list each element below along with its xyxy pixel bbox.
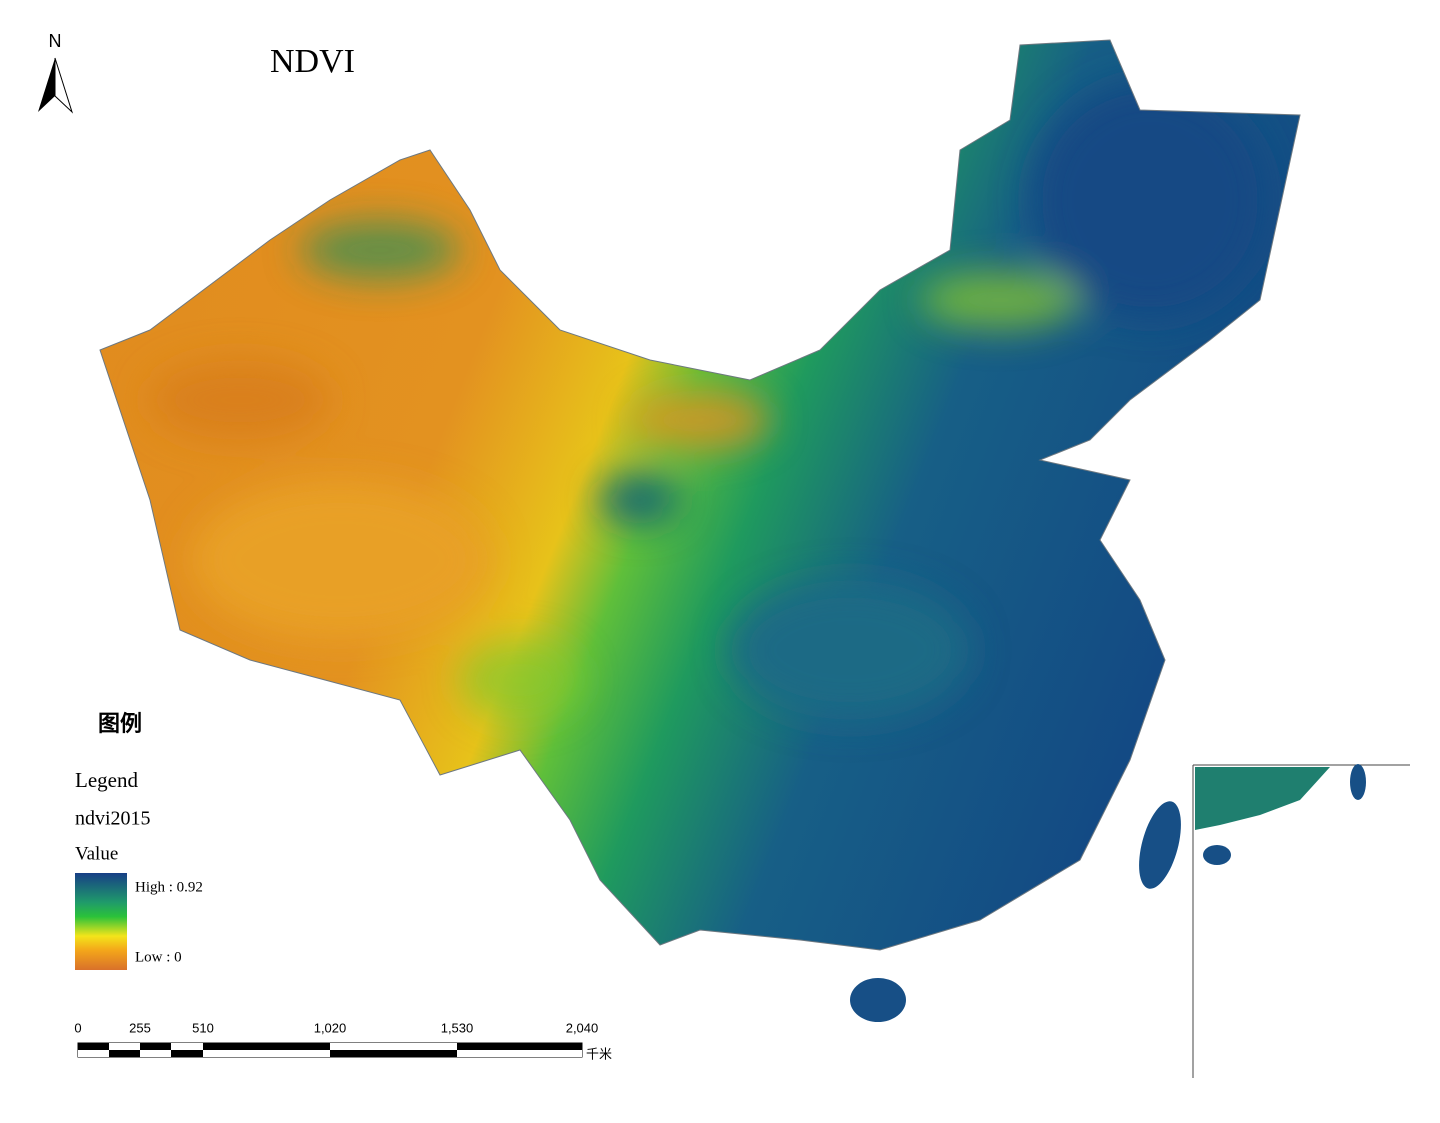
scale-segment [457, 1050, 582, 1057]
land [99, 39, 1301, 1022]
scale-segment [171, 1043, 203, 1050]
legend-ramp [75, 873, 127, 970]
scale-segment [203, 1043, 330, 1050]
scale-unit: 千米 [586, 1048, 612, 1063]
scale-segment [330, 1050, 457, 1057]
north-arrow: N [38, 31, 74, 114]
scale-label: 1,530 [441, 1020, 474, 1035]
scale-segment [171, 1050, 203, 1057]
north-label: N [49, 31, 62, 51]
scale-label: 1,020 [314, 1020, 347, 1035]
legend-low: Low : 0 [135, 949, 182, 965]
scale-label: 2,040 [566, 1020, 599, 1035]
legend-heading: 图例 [98, 711, 142, 736]
scale-segment [109, 1050, 140, 1057]
scale-bar: 0 255 510 1,020 1,530 2,040 千米 [74, 1020, 612, 1062]
legend-layer: ndvi2015 [75, 808, 151, 830]
scale-label: 255 [129, 1020, 151, 1035]
legend-title: Legend [75, 768, 138, 792]
map-title: NDVI [270, 43, 355, 80]
legend-field: Value [75, 843, 118, 864]
scale-segment [140, 1050, 171, 1057]
scale-label: 0 [74, 1020, 81, 1035]
scale-label: 510 [192, 1020, 214, 1035]
inset [1192, 764, 1410, 1078]
legend: 图例 Legend ndvi2015 Value High : 0.92 Low… [75, 711, 203, 970]
legend-high: High : 0.92 [135, 879, 203, 895]
scale-segment [457, 1043, 582, 1050]
scale-segment [330, 1043, 457, 1050]
scale-segment [78, 1050, 109, 1057]
scale-segment [109, 1043, 140, 1050]
scale-segment [203, 1050, 330, 1057]
scale-segment [140, 1043, 171, 1050]
scale-segment [78, 1043, 109, 1050]
